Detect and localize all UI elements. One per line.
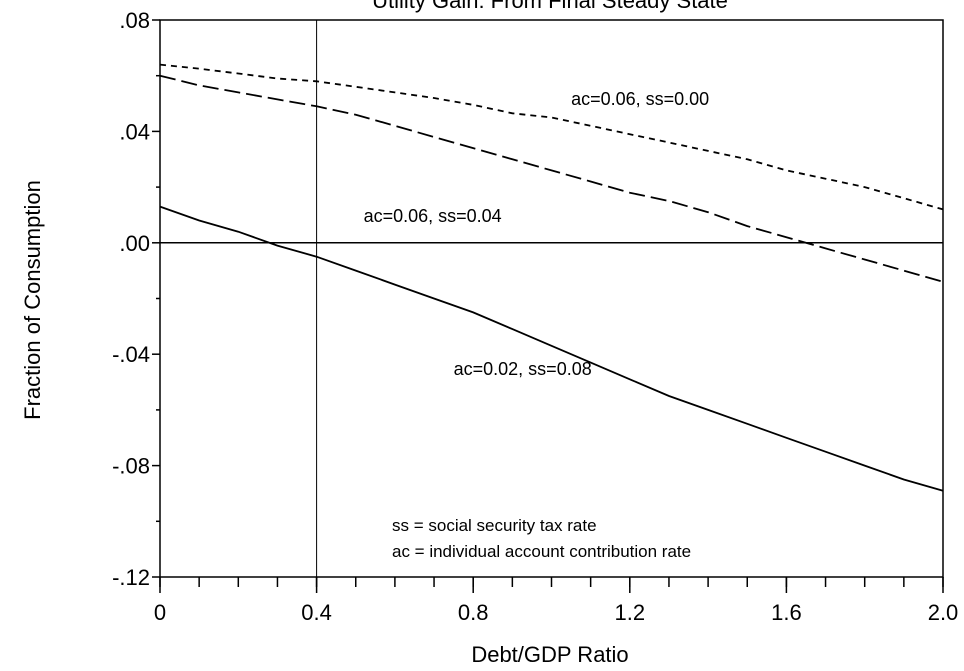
- explanatory-note: ac = individual account contribution rat…: [392, 542, 691, 561]
- y-axis-title: Fraction of Consumption: [20, 180, 45, 420]
- x-tick-label: 1.6: [771, 600, 802, 625]
- x-tick-label: 1.2: [615, 600, 646, 625]
- series-annotation: ac=0.06, ss=0.00: [571, 89, 709, 109]
- plot-area: .08 .04 .00 -.04 -.08 -.120 0.4 0.8 1.2 1.6 2.0 ac=…: [112, 8, 958, 625]
- y-tick-label: .00: [119, 231, 150, 256]
- series-annotation: ac=0.06, ss=0.04: [364, 206, 502, 226]
- chart-title: Utility Gain: From Final Steady State: [372, 0, 728, 13]
- x-tick-label: 0.8: [458, 600, 489, 625]
- y-tick-label: -.12: [112, 565, 150, 590]
- y-tick-label: -.08: [112, 454, 150, 479]
- x-tick-label: 0: [154, 600, 166, 625]
- series-line-1: [159, 63, 944, 211]
- x-tick-label: 0.4: [301, 600, 332, 625]
- x-axis-title: Debt/GDP Ratio: [471, 642, 628, 667]
- y-tick-label: -.04: [112, 342, 150, 367]
- series-annotation: ac=0.02, ss=0.08: [454, 359, 592, 379]
- y-tick-label: .08: [119, 8, 150, 33]
- series-line-2: [159, 74, 944, 283]
- series-line-3: [159, 205, 944, 492]
- x-tick-label: 2.0: [928, 600, 959, 625]
- explanatory-note: ss = social security tax rate: [392, 516, 597, 535]
- y-tick-label: .04: [119, 119, 150, 144]
- plot-frame: [159, 19, 944, 578]
